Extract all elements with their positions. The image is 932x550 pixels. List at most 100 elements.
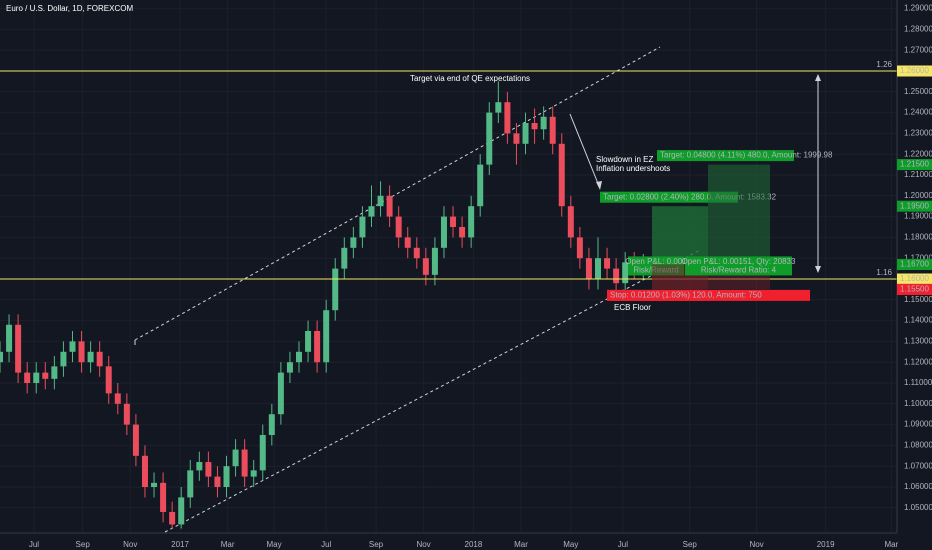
y-tick-label: 1.15000 (904, 295, 932, 304)
candle-body (178, 497, 185, 525)
candle-body (531, 123, 538, 130)
candle-body (359, 216, 366, 238)
level-label: 1.26 (876, 60, 892, 69)
x-tick-label: May (563, 540, 578, 549)
x-tick-label: 2018 (465, 540, 483, 549)
candle-body (96, 351, 103, 367)
channel-lower (164, 249, 701, 533)
x-tick-label: Nov (749, 540, 763, 549)
stop-box (607, 289, 810, 301)
candle-body (123, 403, 130, 425)
candle-body (24, 372, 31, 383)
annotation: Target via end of QE expectations (410, 74, 530, 83)
y-tick-label: 1.07000 (904, 461, 932, 470)
x-tick-label: Sep (369, 540, 384, 549)
candle-body (196, 462, 203, 471)
candle-body (205, 462, 212, 477)
candle-body (277, 372, 284, 415)
annotation: Slowdown in EZ (596, 155, 653, 164)
profit-zone (652, 206, 708, 265)
candle-body (323, 310, 330, 363)
candle-body (286, 362, 293, 373)
y-tick-label: 1.27000 (904, 45, 932, 54)
candle-body (105, 366, 112, 394)
candle-body (558, 143, 565, 207)
candle-body (241, 449, 248, 477)
candle-body (377, 195, 384, 207)
stop-text: Stop: 0.01200 (1.03%) 120.0, Amount: 750 (610, 291, 762, 300)
candle-body (540, 116, 547, 130)
target-text: Target: 0.04800 (4.11%) 480.0, Amount: 1… (660, 151, 833, 160)
y-tick-label: 1.09000 (904, 420, 932, 429)
axis-highlight (897, 65, 932, 77)
range-arrow-head (815, 74, 821, 81)
candle-body (268, 414, 275, 435)
candle-body (486, 112, 493, 165)
candle-body (613, 268, 620, 284)
candle-body (42, 372, 49, 379)
profit-zone (708, 164, 770, 265)
candle-body (413, 247, 420, 259)
candle-body (114, 393, 121, 404)
y-tick-label: 1.14000 (904, 316, 932, 325)
channel-upper (134, 46, 661, 341)
range-arrow-head (815, 266, 821, 273)
x-tick-label: Jul (618, 540, 628, 549)
axis-highlight (897, 283, 932, 295)
candle-body (422, 258, 429, 275)
x-tick-label: Nov (123, 540, 137, 549)
candle-body (141, 455, 148, 487)
candle-body (160, 482, 167, 512)
level-label: 1.16 (876, 268, 892, 277)
y-tick-label: 1.29000 (904, 4, 932, 13)
candle-body (305, 331, 312, 352)
candle-body (132, 424, 139, 456)
y-tick-label: 1.10000 (904, 399, 932, 408)
x-tick-label: Mar (514, 540, 528, 549)
candle-body (187, 470, 194, 498)
arrow-head (596, 181, 602, 190)
candle-body (232, 449, 239, 467)
candle-body (87, 351, 94, 363)
y-tick-label: 1.19000 (904, 212, 932, 221)
candle-body (250, 470, 257, 477)
target-box (657, 150, 794, 162)
y-tick-label: 1.24000 (904, 108, 932, 117)
y-tick-label: 1.23000 (904, 129, 932, 138)
chart-title: Euro / U.S. Dollar, 1D, FOREXCOM (6, 4, 133, 13)
candle-body (431, 247, 438, 275)
axis-highlight-label: 1.26000 (900, 66, 929, 75)
candle-body (604, 258, 611, 269)
candle-body (567, 206, 574, 238)
axis-highlight-label: 1.16700 (900, 260, 929, 269)
pl-box (685, 256, 792, 276)
candle-body (459, 227, 466, 238)
annotation: ECB Floor (614, 303, 651, 312)
x-tick-label: Mar (221, 540, 235, 549)
x-tick-label: 2019 (817, 540, 835, 549)
x-tick-label: Sep (683, 540, 698, 549)
axis-highlight-label: 1.16000 (900, 274, 929, 283)
candle-body (513, 133, 520, 144)
target-box (600, 191, 738, 203)
candle-body (296, 351, 302, 363)
x-tick-label: Jul (29, 540, 39, 549)
candle-body (440, 216, 447, 248)
x-tick-label: Nov (416, 540, 430, 549)
candle-body (368, 206, 375, 217)
candle-body (595, 258, 601, 279)
axis-highlight (897, 258, 932, 270)
x-tick-label: Mar (884, 540, 898, 549)
x-tick-label: May (267, 540, 282, 549)
candle-body (386, 195, 393, 217)
candle-body (169, 511, 176, 525)
candle-body (495, 102, 502, 113)
y-tick-label: 1.28000 (904, 25, 932, 34)
y-tick-label: 1.21000 (904, 170, 932, 179)
y-tick-label: 1.18000 (904, 233, 932, 242)
y-tick-label: 1.05000 (904, 503, 932, 512)
y-tick-label: 1.20000 (904, 191, 932, 200)
candle-body (33, 372, 40, 383)
candle-body (151, 482, 158, 487)
